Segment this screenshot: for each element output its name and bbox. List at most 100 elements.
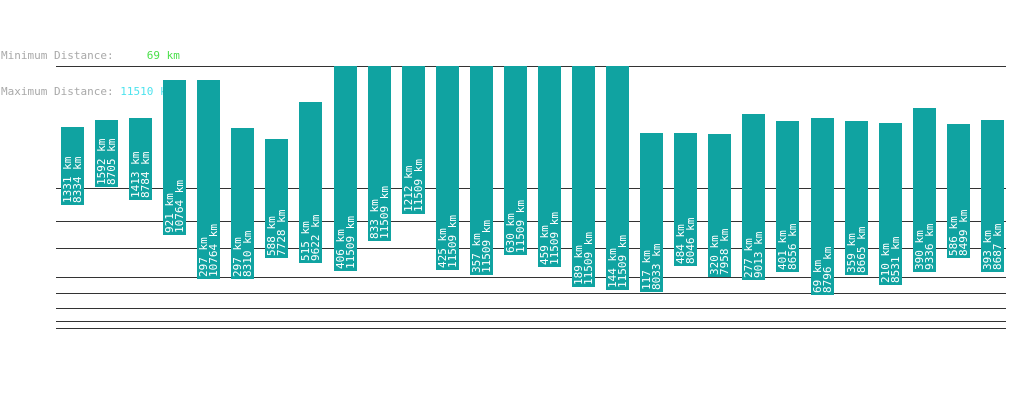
min-distance-label: Minimum Distance: [1, 49, 114, 62]
bar-7 [299, 102, 322, 263]
bar-label-max-4: 10764 km [207, 224, 220, 277]
bar-11 [436, 66, 459, 270]
bar-label-max-6: 7728 km [275, 209, 288, 256]
bar-label-min-20: 277 km [742, 238, 755, 278]
bar-16 [606, 66, 629, 290]
bar-label-min-23: 359 km [845, 233, 858, 273]
bar-label-min-14: 459 km [538, 225, 551, 265]
bar-label-min-24: 210 km [879, 243, 892, 283]
bar-25 [913, 108, 936, 272]
bar-label-max-3: 10764 km [173, 180, 186, 233]
bar-label-min-0: 1331 km [61, 156, 74, 203]
bar-22 [811, 118, 834, 295]
bar-label-max-17: 8033 km [650, 243, 663, 290]
bar-label-min-27: 393 km [981, 230, 994, 270]
bar-label-max-8: 11509 km [344, 216, 357, 269]
bar-label-min-11: 425 km [436, 228, 449, 268]
bar-label-max-12: 11509 km [480, 220, 493, 273]
bar-label-min-6: 588 km [265, 216, 278, 256]
bar-label-max-25: 9336 km [923, 223, 936, 270]
bar-label-max-19: 7958 km [718, 228, 731, 275]
bar-label-max-5: 8310 km [241, 230, 254, 277]
bar-label-max-13: 11509 km [514, 200, 527, 253]
bar-24 [879, 123, 902, 285]
bar-label-min-26: 586 km [947, 216, 960, 256]
bar-6 [265, 139, 288, 258]
bar-13 [504, 66, 527, 255]
bar-4 [197, 80, 220, 279]
bar-label-max-27: 8687 km [991, 223, 1004, 270]
min-distance-value: 69 km [146, 49, 180, 62]
bar-label-max-2: 8784 km [139, 151, 152, 198]
bar-label-min-9: 833 km [368, 199, 381, 239]
bar-label-min-12: 357 km [470, 233, 483, 273]
bar-label-min-16: 144 km [606, 248, 619, 288]
bar-12 [470, 66, 493, 275]
bar-5 [231, 128, 254, 279]
bar-label-max-20: 9013 km [752, 231, 765, 278]
bar-label-min-4: 297 km [197, 237, 210, 277]
bar-label-min-17: 117 km [640, 250, 653, 290]
bar-20 [742, 114, 765, 280]
bar-27 [981, 120, 1004, 272]
bar-label-max-16: 11509 km [616, 235, 629, 288]
bar-label-max-7: 9622 km [309, 214, 322, 261]
bar-label-min-3: 921 km [163, 193, 176, 233]
bar-10 [402, 66, 425, 214]
bar-label-max-26: 8499 km [957, 209, 970, 256]
bar-label-max-1: 8705 km [105, 138, 118, 185]
bar-label-min-1: 1592 km [95, 138, 108, 185]
bar-0 [61, 127, 84, 205]
bar-19 [708, 134, 731, 277]
legend-min-row: Minimum Distance: 69 km [1, 50, 180, 62]
bar-label-max-21: 8656 km [786, 223, 799, 270]
bar-label-min-21: 401 km [776, 230, 789, 270]
bar-label-min-2: 1413 km [129, 151, 142, 198]
bar-label-min-15: 189 km [572, 245, 585, 285]
bar-label-min-18: 484 km [674, 224, 687, 264]
bar-label-max-9: 11509 km [378, 186, 391, 239]
bar-21 [776, 121, 799, 272]
bar-label-min-19: 320 km [708, 235, 721, 275]
bar-3 [163, 80, 186, 235]
bar-label-min-8: 406 km [334, 229, 347, 269]
bar-label-max-23: 8665 km [855, 226, 868, 273]
bar-label-min-10: 1212 km [402, 165, 415, 212]
max-distance-label: Maximum Distance: [1, 85, 114, 98]
bar-label-max-11: 11509 km [446, 215, 459, 268]
bar-label-min-22: 69 km [811, 260, 824, 293]
bar-label-max-18: 8046 km [684, 217, 697, 264]
bar-8 [334, 66, 357, 271]
bar-15 [572, 66, 595, 287]
bar-label-min-25: 390 km [913, 230, 926, 270]
bar-2 [129, 118, 152, 200]
bar-label-max-10: 11509 km [412, 159, 425, 212]
bar-label-max-15: 11509 km [582, 232, 595, 285]
bar-label-max-0: 8334 km [71, 156, 84, 203]
bar-26 [947, 124, 970, 258]
